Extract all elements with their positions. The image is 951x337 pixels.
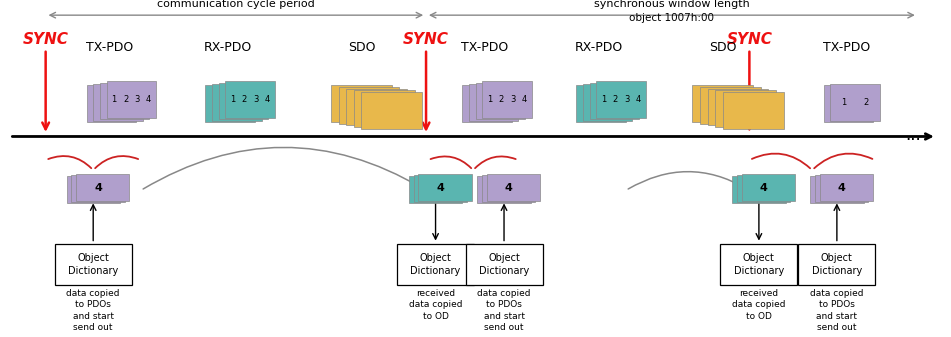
FancyBboxPatch shape	[361, 92, 422, 129]
Text: 4: 4	[635, 95, 641, 104]
Text: 2: 2	[242, 95, 247, 104]
Text: RX-PDO: RX-PDO	[204, 41, 252, 54]
Text: TX-PDO: TX-PDO	[461, 41, 509, 54]
FancyBboxPatch shape	[354, 90, 415, 127]
Text: 3: 3	[134, 95, 140, 104]
FancyBboxPatch shape	[409, 176, 462, 203]
FancyBboxPatch shape	[219, 83, 268, 119]
Text: object 1007h:00: object 1007h:00	[630, 13, 714, 24]
Text: received
data copied
to OD: received data copied to OD	[732, 289, 786, 321]
Text: SYNC: SYNC	[23, 32, 68, 47]
Text: communication cycle period: communication cycle period	[157, 0, 315, 9]
FancyBboxPatch shape	[476, 83, 525, 119]
Text: SYNC: SYNC	[403, 32, 449, 47]
FancyBboxPatch shape	[721, 244, 797, 285]
FancyBboxPatch shape	[100, 83, 149, 119]
Text: 2: 2	[498, 95, 504, 104]
FancyBboxPatch shape	[737, 175, 790, 202]
Text: data copied
to PDOs
and start
send out: data copied to PDOs and start send out	[810, 289, 864, 332]
Text: data copied
to PDOs
and start
send out: data copied to PDOs and start send out	[67, 289, 120, 332]
Text: synchronous window length: synchronous window length	[594, 0, 749, 9]
FancyBboxPatch shape	[742, 174, 795, 201]
FancyBboxPatch shape	[692, 85, 753, 122]
Text: 2: 2	[123, 95, 128, 104]
Text: 4: 4	[838, 183, 845, 192]
FancyBboxPatch shape	[398, 244, 474, 285]
FancyBboxPatch shape	[477, 176, 531, 203]
Text: SYNC: SYNC	[727, 32, 772, 47]
FancyBboxPatch shape	[700, 87, 761, 124]
FancyBboxPatch shape	[715, 90, 776, 127]
FancyBboxPatch shape	[76, 174, 129, 201]
Text: Object
Dictionary: Object Dictionary	[68, 253, 118, 276]
Text: 2: 2	[612, 95, 618, 104]
FancyBboxPatch shape	[810, 176, 864, 203]
Text: Object
Dictionary: Object Dictionary	[812, 253, 862, 276]
FancyBboxPatch shape	[462, 85, 512, 122]
Text: 4: 4	[760, 183, 767, 192]
Text: Object
Dictionary: Object Dictionary	[734, 253, 784, 276]
FancyBboxPatch shape	[815, 175, 868, 202]
FancyBboxPatch shape	[346, 89, 407, 125]
FancyBboxPatch shape	[414, 175, 467, 202]
Text: 3: 3	[510, 95, 515, 104]
FancyBboxPatch shape	[824, 85, 873, 122]
FancyBboxPatch shape	[466, 244, 542, 285]
Text: 1: 1	[601, 95, 607, 104]
FancyBboxPatch shape	[107, 81, 156, 118]
FancyBboxPatch shape	[482, 175, 535, 202]
FancyBboxPatch shape	[71, 175, 125, 202]
Text: 3: 3	[624, 95, 630, 104]
Text: 2: 2	[864, 98, 869, 107]
Text: data copied
to PDOs
and start
send out: data copied to PDOs and start send out	[477, 289, 531, 332]
FancyBboxPatch shape	[576, 85, 626, 122]
Text: 4: 4	[521, 95, 527, 104]
Text: RX-PDO: RX-PDO	[575, 41, 623, 54]
Text: SDO: SDO	[709, 41, 736, 54]
Text: 4: 4	[264, 95, 270, 104]
FancyBboxPatch shape	[225, 81, 275, 118]
Text: 1: 1	[111, 95, 117, 104]
FancyBboxPatch shape	[212, 84, 262, 121]
Text: received
data copied
to OD: received data copied to OD	[409, 289, 462, 321]
FancyBboxPatch shape	[596, 81, 646, 118]
FancyBboxPatch shape	[331, 85, 392, 122]
FancyBboxPatch shape	[87, 85, 136, 122]
Text: ...: ...	[905, 126, 921, 144]
Text: 3: 3	[253, 95, 259, 104]
FancyBboxPatch shape	[732, 176, 786, 203]
Text: 4: 4	[437, 183, 444, 192]
Text: 4: 4	[146, 95, 151, 104]
FancyBboxPatch shape	[583, 84, 632, 121]
Text: TX-PDO: TX-PDO	[86, 41, 133, 54]
FancyBboxPatch shape	[799, 244, 875, 285]
FancyBboxPatch shape	[487, 174, 540, 201]
Text: 1: 1	[487, 95, 493, 104]
FancyBboxPatch shape	[93, 84, 143, 121]
Text: 1: 1	[230, 95, 236, 104]
FancyBboxPatch shape	[482, 81, 532, 118]
FancyBboxPatch shape	[469, 84, 518, 121]
Text: Object
Dictionary: Object Dictionary	[479, 253, 529, 276]
Text: Object
Dictionary: Object Dictionary	[411, 253, 460, 276]
FancyBboxPatch shape	[418, 174, 472, 201]
Text: 1: 1	[841, 98, 846, 107]
FancyBboxPatch shape	[708, 89, 768, 125]
Text: SDO: SDO	[348, 41, 375, 54]
FancyBboxPatch shape	[723, 92, 784, 129]
FancyBboxPatch shape	[339, 87, 399, 124]
FancyBboxPatch shape	[205, 85, 255, 122]
Text: TX-PDO: TX-PDO	[823, 41, 870, 54]
FancyBboxPatch shape	[55, 244, 131, 285]
Text: 4: 4	[94, 183, 102, 192]
FancyBboxPatch shape	[830, 84, 880, 121]
FancyBboxPatch shape	[67, 176, 120, 203]
Text: 4: 4	[505, 183, 513, 192]
FancyBboxPatch shape	[820, 174, 873, 201]
FancyBboxPatch shape	[590, 83, 639, 119]
